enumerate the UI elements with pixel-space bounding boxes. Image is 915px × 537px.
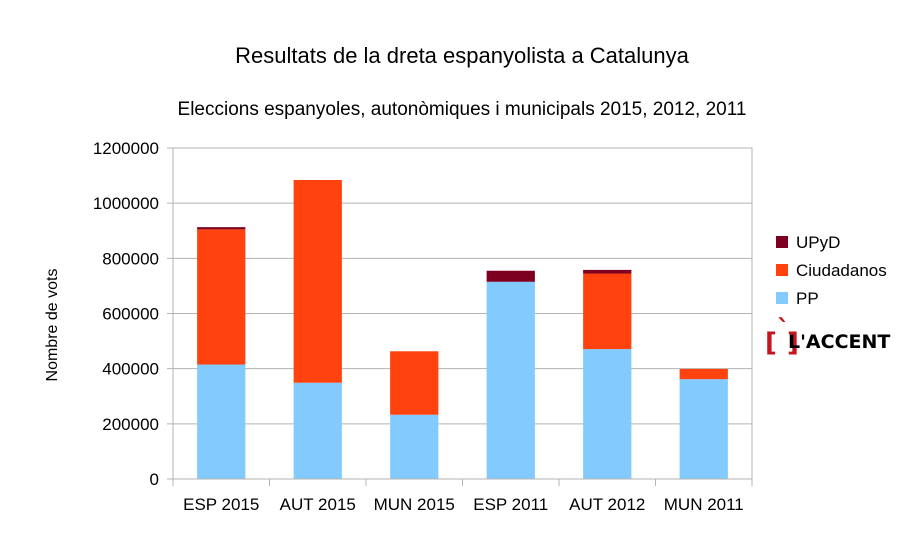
legend-label-ciudadanos: Ciudadanos (796, 261, 887, 280)
legend-swatch-upyd (776, 236, 788, 248)
y-tick-label: 0 (150, 470, 159, 489)
legend-swatch-pp (776, 292, 788, 304)
bar-pp-mun-2015 (390, 414, 439, 479)
axes (172, 147, 753, 486)
legend-label-upyd: UPyD (796, 233, 840, 252)
bar-ciudadanos-mun-2015 (390, 351, 439, 415)
x-tick-label: AUT 2012 (569, 495, 645, 514)
y-tick-label: 800000 (102, 249, 159, 268)
logo-text: L'ACCENT (788, 331, 890, 353)
x-tick-label: AUT 2015 (280, 495, 356, 514)
x-tick-label: ESP 2015 (183, 495, 259, 514)
legend-swatch-ciudadanos (776, 264, 788, 276)
chart-subtitle: Eleccions espanyoles, autonòmiques i mun… (178, 99, 747, 120)
bar-ciudadanos-aut-2015 (293, 179, 342, 383)
y-tick-labels: 0 200000 400000 600000 800000 1000000 1200000 (93, 139, 159, 489)
bars (197, 179, 728, 479)
bar-upyd-aut-2012 (583, 269, 632, 274)
bar-ciudadanos-mun-2011 (679, 368, 728, 380)
y-tick-label: 200000 (102, 415, 159, 434)
gridlines (167, 147, 752, 480)
bar-pp-esp-2011 (486, 281, 535, 479)
y-tick-label: 1000000 (93, 194, 159, 213)
logo-bracket-right: ] (787, 328, 799, 358)
x-tick-label: MUN 2015 (374, 495, 455, 514)
logo-accent-mark: ` (777, 315, 790, 345)
x-tick-labels: ESP 2015 AUT 2015 MUN 2015 ESP 2011 AUT 2012… (183, 495, 744, 514)
bar-upyd-esp-2015 (197, 227, 246, 230)
chart-title: Resultats de la dreta espanyolista a Cat… (235, 43, 689, 68)
y-tick-label: 600000 (102, 305, 159, 324)
x-tick-label: ESP 2011 (473, 495, 548, 514)
x-tick-label: MUN 2011 (664, 495, 744, 514)
bar-pp-mun-2011 (679, 379, 728, 479)
y-axis-label: Nombre de vots (44, 269, 61, 382)
bar-pp-aut-2015 (293, 382, 342, 479)
y-tick-label: 1200000 (93, 139, 159, 158)
bar-upyd-esp-2011 (486, 270, 535, 282)
y-tick-label: 400000 (102, 360, 159, 379)
bar-pp-esp-2015 (197, 364, 246, 479)
bar-ciudadanos-aut-2012 (583, 273, 632, 350)
legend: UPyD Ciudadanos PP (776, 233, 887, 308)
bar-ciudadanos-esp-2015 (197, 229, 246, 365)
legend-label-pp: PP (796, 289, 819, 308)
logo-bracket-left: [ (765, 328, 777, 358)
bar-pp-aut-2012 (583, 349, 632, 479)
laccent-logo: [ ` ] L'ACCENT (765, 315, 890, 358)
